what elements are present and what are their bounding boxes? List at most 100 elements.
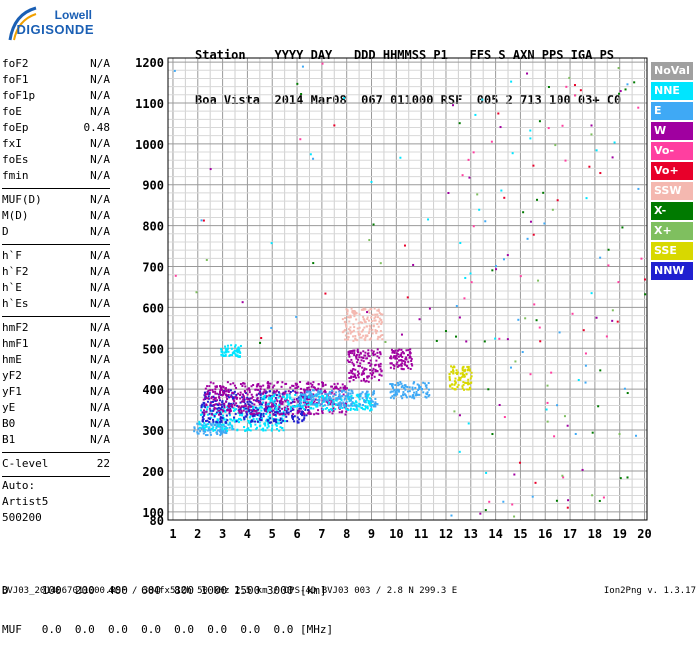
echo-point: [372, 405, 375, 408]
echo-point: [211, 389, 214, 392]
echo-point: [232, 409, 235, 412]
echo-point: [355, 405, 358, 408]
noise-point: [617, 281, 620, 284]
echo-point: [304, 398, 307, 401]
param-label: yF2: [2, 369, 22, 382]
echo-point: [275, 398, 278, 401]
echo-point: [282, 410, 285, 413]
noise-point: [312, 157, 315, 160]
echo-point: [319, 395, 322, 398]
echo-point: [360, 373, 363, 376]
echo-point: [254, 423, 257, 426]
echo-point: [215, 425, 218, 428]
echo-point: [380, 370, 383, 373]
echo-point: [242, 400, 245, 403]
echo-point: [262, 427, 265, 430]
echo-point: [291, 413, 294, 416]
echo-point: [459, 376, 462, 379]
x-tick-label: 15: [513, 527, 527, 541]
echo-point: [271, 404, 274, 407]
echo-point: [198, 426, 201, 429]
echo-point: [350, 358, 353, 361]
echo-point: [196, 431, 199, 434]
echo-point: [381, 313, 384, 316]
echo-point: [222, 414, 225, 417]
noise-point: [535, 319, 538, 322]
echo-point: [248, 408, 251, 411]
noise-point: [526, 72, 529, 75]
noise-point: [597, 405, 600, 408]
echo-point: [372, 324, 375, 327]
echo-point: [212, 409, 215, 412]
param-row: hmE N/A: [2, 352, 110, 368]
param-value: N/A: [90, 73, 110, 86]
echo-point: [263, 408, 266, 411]
echo-point: [293, 400, 296, 403]
echo-point: [399, 363, 402, 366]
echo-point: [325, 399, 328, 402]
echo-point: [280, 397, 283, 400]
echo-point: [204, 393, 207, 396]
echo-point: [221, 385, 224, 388]
echo-point: [218, 402, 221, 405]
echo-point: [358, 398, 361, 401]
echo-point: [266, 426, 269, 429]
echo-point: [207, 389, 210, 392]
noise-point: [577, 379, 580, 382]
program-version: Ion2Png v. 1.3.17: [603, 586, 696, 596]
echo-point: [296, 411, 299, 414]
echo-point: [286, 393, 289, 396]
noise-point: [506, 254, 509, 257]
echo-point: [221, 394, 224, 397]
noise-point: [514, 360, 517, 363]
echo-point: [266, 421, 269, 424]
echo-point: [238, 355, 241, 358]
noise-point: [602, 496, 605, 499]
echo-point: [402, 359, 405, 362]
noise-point: [366, 311, 369, 314]
echo-point: [336, 404, 339, 407]
echo-point: [288, 392, 291, 395]
echo-point: [200, 409, 203, 412]
echo-point: [370, 377, 373, 380]
noise-point: [537, 279, 540, 282]
echo-point: [362, 408, 365, 411]
echo-point: [260, 385, 263, 388]
echo-point: [394, 349, 397, 352]
noise-point: [633, 81, 636, 84]
param-label: C-level: [2, 457, 49, 470]
echo-point: [214, 388, 217, 391]
echo-point: [240, 409, 243, 412]
noise-point: [644, 293, 647, 296]
echo-point: [354, 334, 357, 337]
echo-point: [246, 393, 249, 396]
echo-point: [468, 369, 471, 372]
noise-point: [533, 303, 536, 306]
y-tick-label: 1000: [135, 138, 164, 152]
echo-point: [452, 372, 455, 375]
noise-point: [619, 477, 622, 480]
echo-point: [212, 395, 215, 398]
echo-point: [409, 352, 412, 355]
echo-point: [259, 388, 262, 391]
noise-point: [205, 259, 208, 262]
echo-point: [312, 389, 315, 392]
echo-point: [360, 392, 363, 395]
echo-point: [341, 318, 344, 321]
echo-point: [240, 410, 243, 413]
noise-point: [455, 305, 458, 308]
echo-point: [353, 349, 356, 352]
echo-point: [348, 380, 351, 383]
echo-point: [350, 375, 353, 378]
param-row: h`Es N/A: [2, 296, 110, 312]
echo-point: [418, 387, 421, 390]
echo-point: [376, 313, 379, 316]
noise-point: [534, 481, 537, 484]
echo-point: [267, 406, 270, 409]
noise-point: [529, 220, 532, 223]
noise-point: [384, 340, 387, 343]
x-tick-label: 10: [389, 527, 403, 541]
echo-point: [225, 400, 228, 403]
echo-point: [370, 316, 373, 319]
echo-point: [420, 388, 423, 391]
